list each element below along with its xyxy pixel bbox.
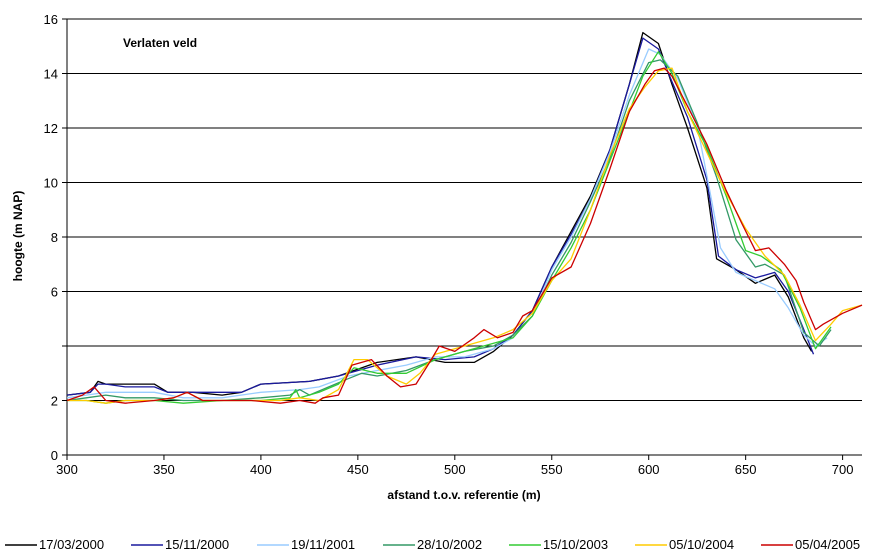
x-tick-label: 350 (153, 462, 175, 477)
legend-label: 17/03/2000 (39, 537, 104, 552)
x-tick-label: 400 (250, 462, 272, 477)
x-tick-label: 700 (832, 462, 854, 477)
series-line-15-11-2000 (67, 38, 814, 395)
y-tick-label: 2 (51, 394, 58, 409)
x-axis-title: afstand t.o.v. referentie (m) (387, 488, 540, 502)
chart-annotation: Verlaten veld (123, 36, 197, 50)
series-line-05-04-2005 (67, 68, 862, 403)
x-tick-label: 500 (444, 462, 466, 477)
y-tick-label: 6 (51, 285, 58, 300)
legend: 17/03/2000 15/11/2000 19/11/2001 28/10/2002… (5, 537, 860, 552)
x-tick-label: 300 (56, 462, 78, 477)
y-tick-label: 16 (44, 12, 58, 27)
legend-label: 05/10/2004 (669, 537, 734, 552)
series-line-05-10-2004 (67, 68, 862, 403)
legend-label: 15/10/2003 (543, 537, 608, 552)
x-tick-label: 600 (638, 462, 660, 477)
legend-label: 05/04/2005 (795, 537, 860, 552)
y-tick-label: 10 (44, 176, 58, 191)
series-lines (67, 33, 862, 404)
y-tick-labels: 0 2 6 8 10 12 14 16 (44, 12, 58, 463)
legend-label: 19/11/2001 (291, 537, 355, 552)
x-tick-label: 550 (541, 462, 563, 477)
y-tick-label: 12 (44, 121, 58, 136)
x-tick-label: 650 (735, 462, 757, 477)
y-tick-label: 0 (51, 448, 58, 463)
x-tick-labels: 300 350 400 450 500 550 600 650 700 (56, 462, 853, 477)
y-tick-label: 8 (51, 230, 58, 245)
y-tick-label: 14 (44, 67, 58, 82)
gridlines (67, 19, 862, 401)
legend-label: 15/11/2000 (165, 537, 229, 552)
x-tick-label: 450 (347, 462, 369, 477)
legend-label: 28/10/2002 (417, 537, 482, 552)
series-line-17-03-2000 (67, 33, 812, 396)
y-axis-title: hoogte (m NAP) (11, 191, 25, 282)
